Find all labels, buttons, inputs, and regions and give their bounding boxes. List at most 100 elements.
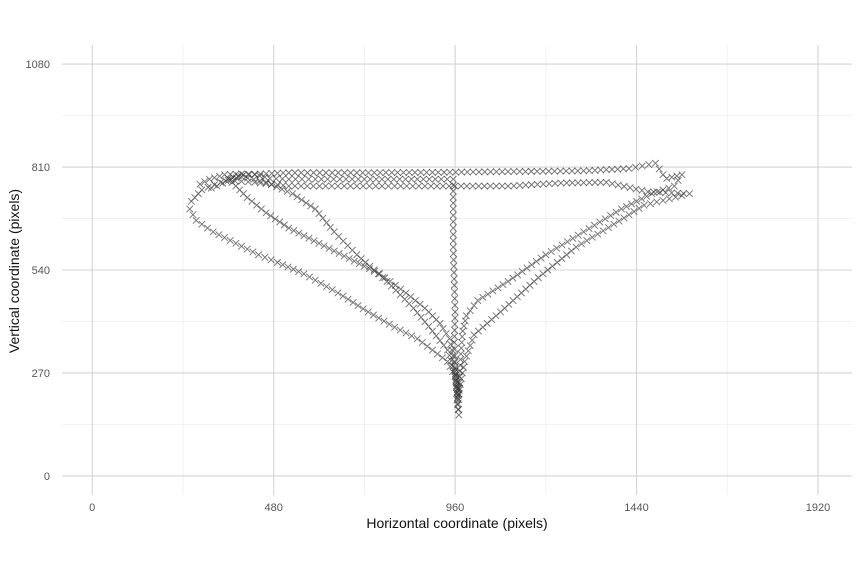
data-point <box>402 175 410 183</box>
data-point <box>451 373 459 381</box>
data-point <box>364 308 372 316</box>
data-point <box>597 166 605 174</box>
data-point <box>339 292 347 300</box>
data-point <box>461 358 469 365</box>
data-point <box>455 411 463 419</box>
data-point <box>551 167 559 175</box>
data-point <box>279 175 286 183</box>
data-point <box>319 214 327 222</box>
data-point <box>574 167 582 175</box>
data-point <box>256 170 264 178</box>
data-point <box>481 168 489 176</box>
data-point <box>662 189 670 197</box>
data-point <box>198 220 206 228</box>
data-point <box>428 327 436 335</box>
y-tick-label: 540 <box>32 265 50 277</box>
data-point <box>569 234 577 242</box>
data-point <box>596 218 604 226</box>
data-point <box>391 182 399 190</box>
data-point <box>492 168 500 176</box>
data-point <box>444 358 452 365</box>
data-point <box>421 182 429 190</box>
x-tick-label: 960 <box>446 502 464 514</box>
data-point <box>262 170 270 178</box>
data-point <box>572 243 580 251</box>
data-point <box>454 400 462 407</box>
data-point <box>326 223 334 231</box>
data-point <box>457 344 465 352</box>
data-point <box>608 180 616 188</box>
data-point <box>335 250 343 257</box>
data-point <box>537 254 545 262</box>
data-point <box>231 177 239 185</box>
data-point <box>219 179 227 187</box>
data-point <box>457 182 465 190</box>
data-point <box>349 298 357 306</box>
data-point <box>446 363 454 371</box>
data-point <box>665 195 673 203</box>
data-point <box>436 337 444 345</box>
data-point <box>340 252 348 260</box>
data-point <box>630 208 638 215</box>
data-point <box>635 204 643 212</box>
data-point <box>348 175 356 183</box>
data-point <box>255 251 263 259</box>
data-point <box>539 270 547 278</box>
data-point <box>585 167 593 175</box>
data-point <box>607 212 615 219</box>
data-point <box>347 182 354 190</box>
data-point <box>267 212 275 220</box>
data-point <box>251 178 259 186</box>
data-point <box>504 168 512 176</box>
data-point <box>655 165 663 173</box>
data-point <box>274 181 281 189</box>
data-point <box>289 190 297 198</box>
data-point <box>602 166 610 174</box>
y-tick-label: 1080 <box>26 59 50 71</box>
data-point <box>518 267 526 275</box>
data-point <box>643 192 651 200</box>
data-point <box>323 283 331 290</box>
data-point <box>450 262 458 270</box>
data-point <box>334 289 342 297</box>
data-point <box>516 181 524 189</box>
data-point <box>271 215 279 223</box>
data-point <box>372 175 380 183</box>
data-point <box>523 264 531 272</box>
data-point <box>385 320 393 328</box>
data-point <box>614 181 622 189</box>
data-point <box>449 243 457 251</box>
data-point <box>558 255 566 263</box>
data-point <box>449 199 457 207</box>
data-point <box>439 325 447 332</box>
data-point <box>213 182 221 190</box>
data-point <box>305 175 313 183</box>
data-point <box>464 347 472 355</box>
data-point <box>303 182 311 190</box>
data-point <box>375 314 383 322</box>
data-point <box>376 169 384 177</box>
data-point <box>651 159 659 167</box>
data-point <box>411 169 419 176</box>
data-point <box>451 301 459 309</box>
data-point <box>527 167 535 175</box>
data-point <box>365 182 373 190</box>
data-point <box>207 184 215 192</box>
data-point <box>612 208 620 216</box>
data-point <box>280 221 288 229</box>
data-point <box>370 169 378 177</box>
x-tick-label: 480 <box>264 502 282 514</box>
data-point <box>295 229 303 237</box>
data-point <box>665 184 673 192</box>
data-point <box>221 234 228 242</box>
data-point <box>272 175 280 183</box>
data-point <box>372 182 380 190</box>
data-point <box>285 169 293 177</box>
data-point <box>563 238 571 246</box>
data-point <box>428 168 436 176</box>
data-point <box>298 196 306 204</box>
data-point <box>285 175 293 183</box>
data-point <box>562 167 570 175</box>
data-point <box>423 168 431 176</box>
data-point <box>674 189 682 197</box>
